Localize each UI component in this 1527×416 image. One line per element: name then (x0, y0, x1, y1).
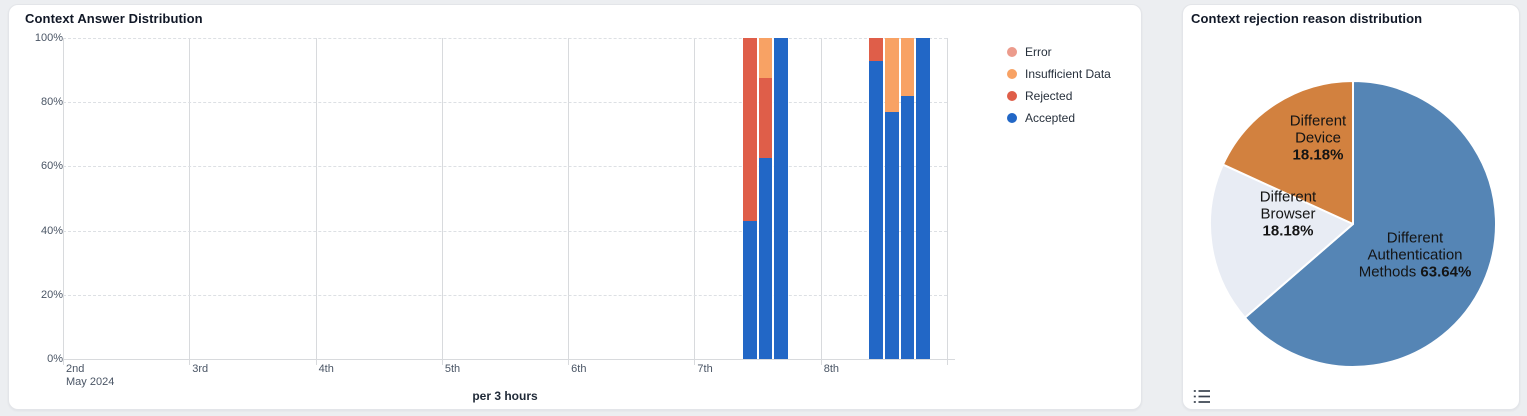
x-axis-line (63, 359, 955, 360)
bar-segment-accepted[interactable] (742, 221, 757, 359)
pie-slice-different-device[interactable] (1221, 80, 1354, 225)
x-axis-tick-label: 8th (823, 363, 839, 375)
legend-item-accepted[interactable]: Accepted (1007, 107, 1111, 129)
vertical-gridline (441, 38, 443, 365)
legend-dot (1007, 113, 1017, 123)
bar-segment-rejected[interactable] (869, 38, 883, 61)
x-axis-unit-label: per 3 hours (472, 389, 538, 403)
vertical-gridline (568, 38, 570, 365)
bar-segment-insufficient-data[interactable] (884, 38, 899, 113)
bar-segment-accepted[interactable] (916, 38, 931, 359)
x-axis-month-label: May 2024 (66, 376, 115, 388)
x-axis-tick: 3rd (192, 363, 208, 375)
bar-segment-accepted[interactable] (869, 60, 883, 359)
legend-item-error[interactable]: Error (1007, 41, 1111, 63)
bar-segment-accepted[interactable] (774, 38, 789, 359)
list-icon (1193, 389, 1210, 403)
legend-label: Insufficient Data (1025, 67, 1111, 81)
legend-item-insufficient-data[interactable]: Insufficient Data (1007, 63, 1111, 85)
chart-legend: Error Insufficient Data Rejected Accepted (1007, 41, 1111, 129)
x-axis-tick-label: 4th (318, 363, 334, 375)
horizontal-gridline (63, 38, 947, 39)
vertical-gridline (694, 38, 696, 365)
x-axis-tick: 6th (571, 363, 586, 375)
bar-segment-insufficient-data[interactable] (900, 38, 915, 97)
answer-distribution-title: Context Answer Distribution (25, 11, 203, 26)
horizontal-gridline (63, 166, 947, 168)
stacked-bar[interactable] (774, 38, 789, 359)
rejection-reason-title: Context rejection reason distribution (1191, 11, 1423, 26)
vertical-gridline (315, 38, 317, 365)
stacked-bar[interactable] (742, 38, 757, 359)
stacked-bar[interactable] (869, 38, 883, 359)
bar-segment-accepted[interactable] (884, 112, 899, 359)
bar-segment-rejected[interactable] (758, 78, 773, 159)
y-axis-tick-label: 60% (40, 160, 63, 173)
legend-dot (1007, 69, 1017, 79)
y-axis-tick-label: 20% (40, 288, 63, 301)
horizontal-gridline (63, 102, 947, 104)
x-axis-tick-label: 2nd (66, 363, 85, 375)
vertical-gridline (947, 38, 948, 365)
legend-list-icon[interactable] (1191, 386, 1213, 406)
y-axis-tick-label: 40% (40, 224, 63, 237)
x-axis-labels: 2nd May 2024 3rd 4th 5th 6th 7th 8th (63, 363, 963, 393)
answer-distribution-card: Context Answer Distribution 0% 20% 40% 60% 8… (8, 4, 1142, 410)
bar-segment-accepted[interactable] (900, 96, 915, 359)
horizontal-gridline (63, 294, 947, 296)
pie-chart: Different Authentication Methods 63.64% Dif… (1203, 74, 1503, 374)
x-axis-tick: 5th (445, 363, 460, 375)
stacked-bar[interactable] (884, 38, 899, 359)
bar-segment-insufficient-data[interactable] (758, 38, 773, 79)
x-axis-tick-label: 3rd (192, 363, 209, 375)
stacked-bar[interactable] (900, 38, 915, 359)
bar-segment-accepted[interactable] (758, 158, 773, 359)
pie-slice-different-authentication[interactable] (1243, 80, 1497, 368)
stacked-bar[interactable] (916, 38, 931, 359)
x-axis-tick-label: 6th (571, 363, 587, 375)
y-axis-tick-label: 80% (40, 96, 63, 109)
x-axis-tick: 4th (319, 363, 334, 375)
bar-chart-plot-area (63, 38, 948, 365)
vertical-gridline (820, 38, 822, 365)
y-axis-tick-label: 0% (47, 353, 63, 365)
legend-dot (1007, 47, 1017, 57)
stacked-bar[interactable] (758, 38, 773, 359)
pie-slice-different-browser[interactable] (1209, 163, 1354, 319)
vertical-gridline (63, 38, 64, 365)
legend-item-rejected[interactable]: Rejected (1007, 85, 1111, 107)
rejection-reason-card: Context rejection reason distribution Di… (1182, 4, 1520, 410)
x-axis-tick-label: 5th (444, 363, 461, 375)
y-axis-tick-label: 100% (34, 32, 63, 44)
bar-segment-rejected[interactable] (742, 38, 757, 222)
horizontal-gridline (63, 230, 947, 232)
x-axis-tick: 2nd May 2024 (66, 363, 114, 388)
vertical-gridline (189, 38, 191, 365)
legend-label: Accepted (1025, 111, 1076, 125)
x-axis-tick-label: 7th (697, 363, 713, 375)
x-axis-tick: 8th (824, 363, 839, 375)
legend-label: Error (1025, 45, 1052, 59)
x-axis-tick: 7th (697, 363, 712, 375)
legend-label: Rejected (1025, 89, 1073, 103)
y-axis-labels: 0% 20% 40% 60% 80% 100% (17, 32, 63, 365)
legend-dot (1007, 91, 1017, 101)
